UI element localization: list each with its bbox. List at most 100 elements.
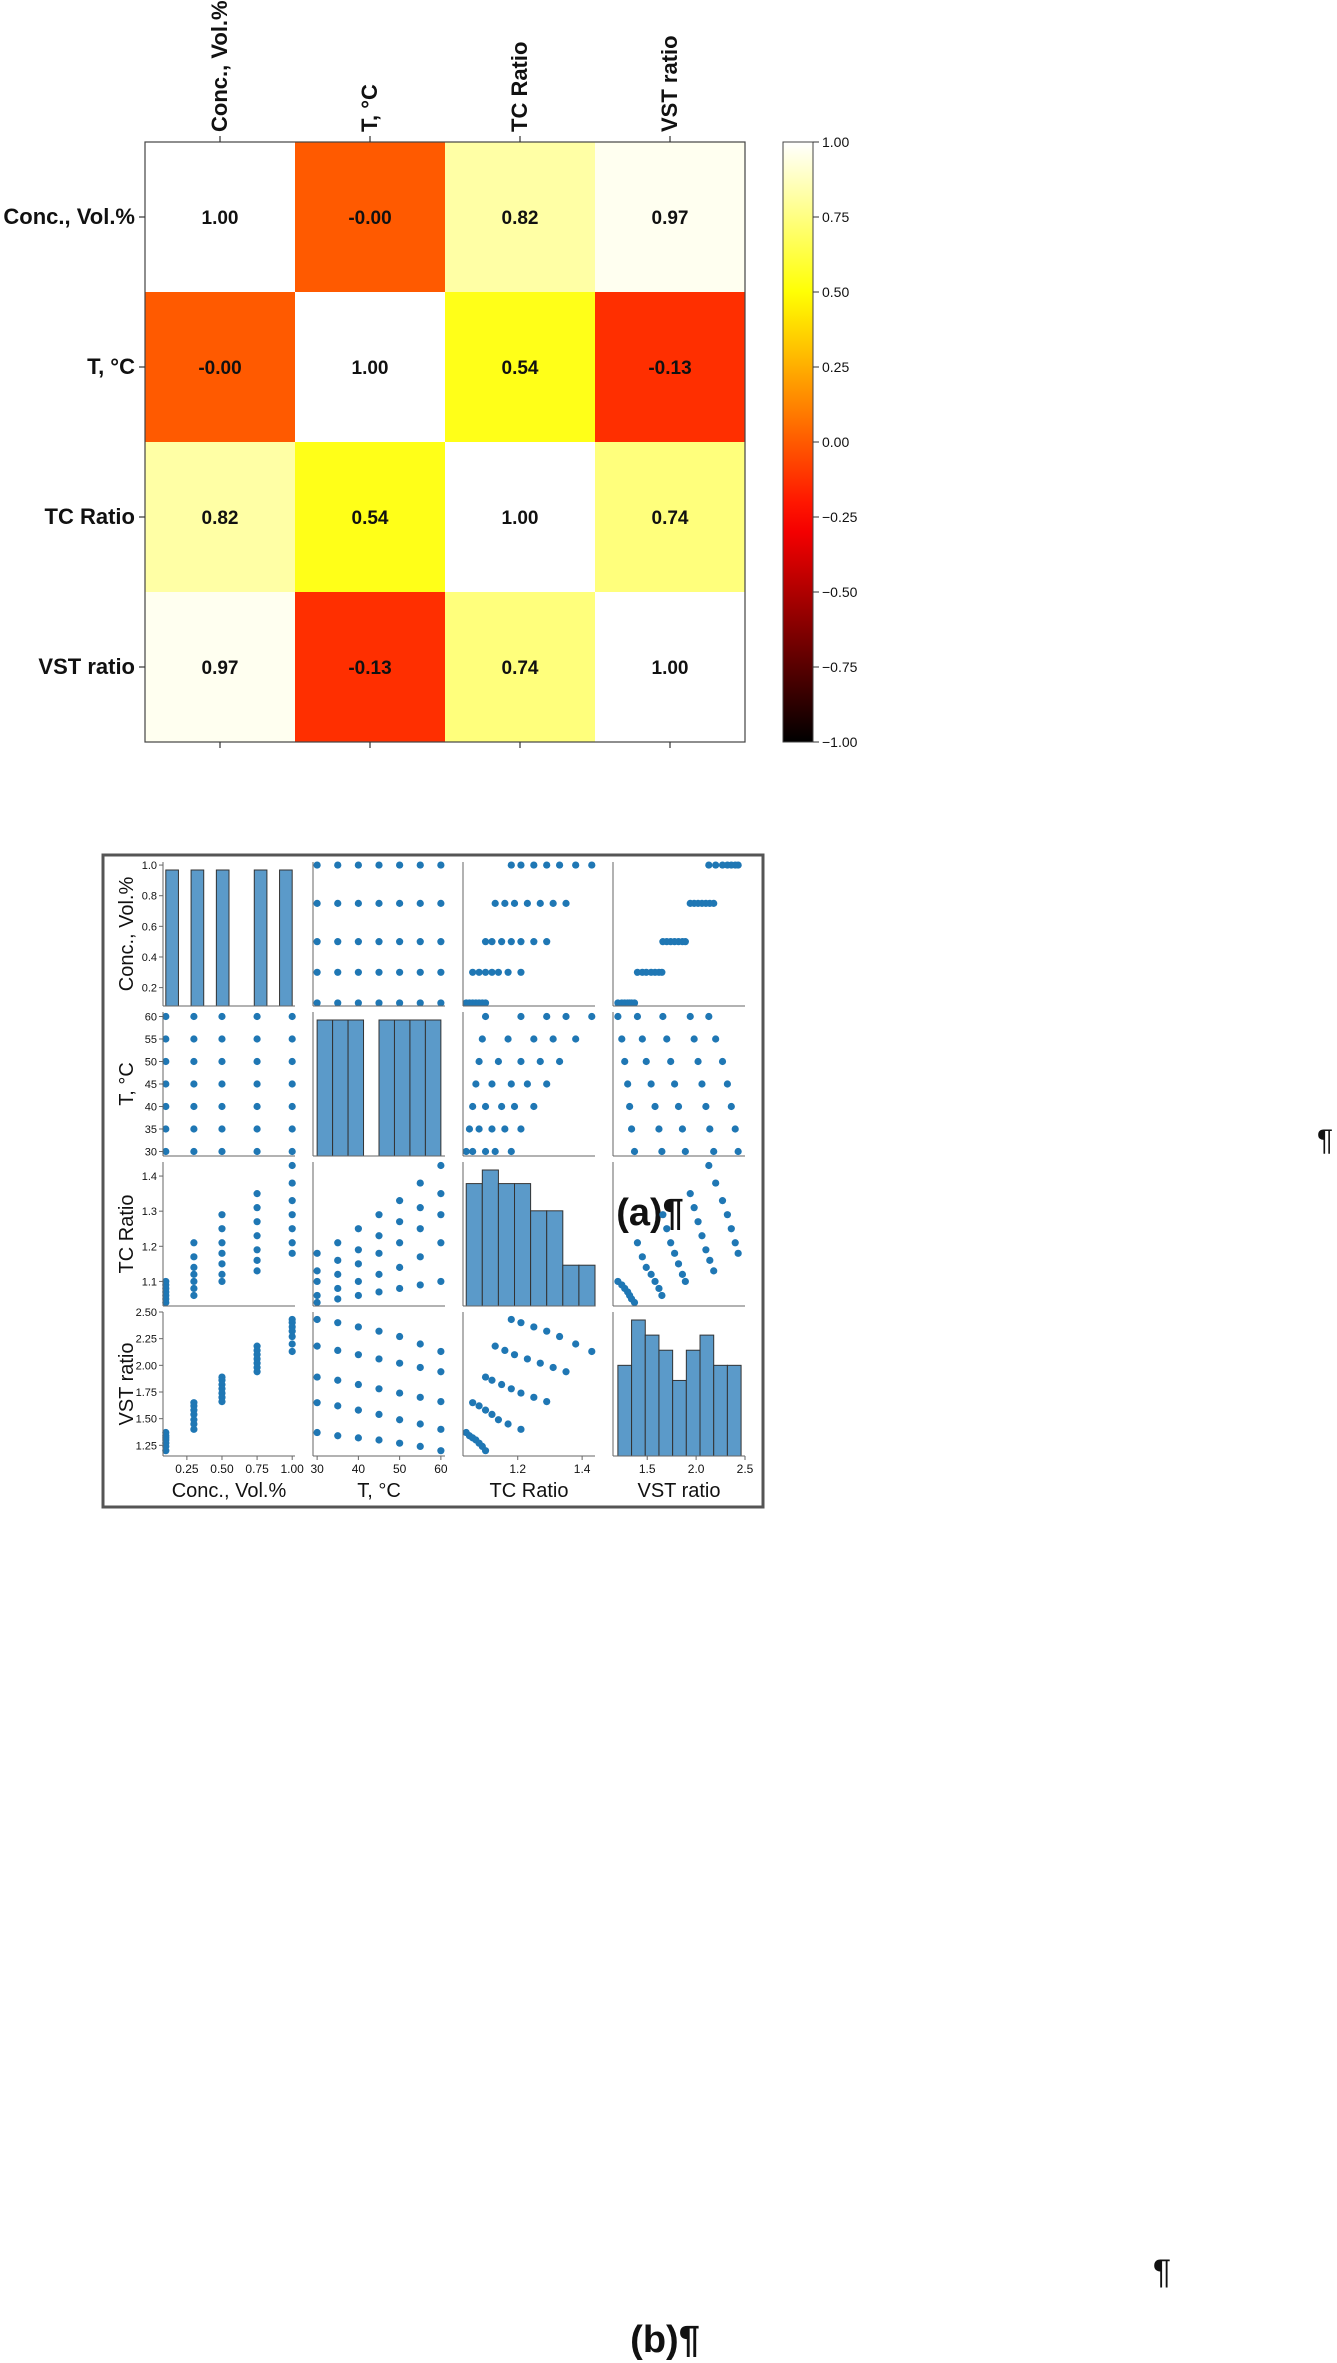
scatter-point <box>562 1368 570 1376</box>
scatter-point <box>494 1416 503 1424</box>
scatter-point <box>218 1239 226 1247</box>
pilcrow-b: ¶ <box>1153 2253 1171 2291</box>
x-axis-label-vst-ratio: VST ratio <box>638 1480 721 1502</box>
y-tick-label: 50 <box>145 1057 157 1069</box>
scatter-point <box>288 1012 296 1021</box>
scatter-point <box>396 1218 404 1226</box>
scatter-point <box>396 1416 404 1424</box>
scatter-point <box>334 1295 342 1303</box>
pairplot-panel-3-2 <box>462 1312 596 1457</box>
scatter-point <box>396 861 404 869</box>
scatter-point <box>375 999 383 1007</box>
scatter-point <box>437 1190 445 1198</box>
scatter-point <box>288 1125 296 1133</box>
scatter-point <box>253 1204 261 1212</box>
scatter-point <box>218 1057 226 1066</box>
scatter-point <box>288 1057 296 1066</box>
scatter-point <box>694 1057 702 1066</box>
scatter-point <box>710 1147 718 1156</box>
scatter-point <box>354 968 362 976</box>
scatter-point <box>462 1147 470 1156</box>
scatter-point <box>618 1035 626 1043</box>
y-tick-label: 1.1 <box>142 1276 157 1288</box>
scatter-point <box>437 1211 445 1219</box>
scatter-point <box>253 1368 261 1376</box>
histogram-bar <box>578 1264 596 1307</box>
scatter-point <box>647 1270 655 1278</box>
scatter-point <box>627 1125 636 1133</box>
scatter-point <box>437 1239 445 1247</box>
colorbar-tick-label: −0.50 <box>822 584 858 600</box>
heatmap-cell-value: 1.00 <box>652 658 689 679</box>
scatter-point <box>705 1161 713 1170</box>
scatter-point <box>334 861 342 869</box>
pairplot-panel-0-1 <box>312 861 445 1007</box>
scatter-point <box>416 938 424 946</box>
scatter-point <box>723 1211 732 1219</box>
heatmap-col-label-t-c: T, °C <box>357 84 382 132</box>
scatter-point <box>731 1239 739 1247</box>
scatter-point <box>510 899 519 907</box>
scatter-point <box>375 1436 383 1444</box>
scatter-point <box>416 1253 424 1261</box>
scatter-point <box>530 1035 538 1043</box>
scatter-point <box>475 1057 483 1066</box>
scatter-point <box>681 1277 689 1286</box>
x-tick-label: 1.00 <box>281 1462 305 1476</box>
scatter-point <box>288 1327 296 1335</box>
scatter-point <box>313 899 321 907</box>
scatter-point <box>655 1125 663 1133</box>
scatter-point <box>507 861 515 869</box>
scatter-point <box>396 1263 404 1271</box>
y-axis-label-t-c: T, °C <box>116 1062 138 1106</box>
scatter-point <box>190 1147 198 1156</box>
heatmap-cell-3-3 <box>595 592 745 742</box>
scatter-point <box>416 899 424 907</box>
heatmap-cell-value: -0.13 <box>648 358 691 379</box>
scatter-point <box>572 1035 580 1043</box>
histogram-bar <box>316 1019 334 1157</box>
scatter-point <box>375 1270 383 1278</box>
scatter-point <box>334 938 342 946</box>
y-tick-label: 1.50 <box>136 1414 157 1426</box>
scatter-point <box>517 1012 525 1021</box>
heatmap-cell-2-0 <box>145 442 295 592</box>
heatmap-cell-value: 0.97 <box>202 658 239 679</box>
heatmap-cell-0-1 <box>295 142 445 292</box>
colorbar-tick-label: −0.25 <box>822 509 858 525</box>
scatter-point <box>253 1232 261 1240</box>
heatmap-cell-value: 0.74 <box>652 508 689 529</box>
x-tick-label: 40 <box>352 1462 366 1476</box>
scatter-point <box>507 1147 515 1156</box>
scatter-point <box>218 1398 226 1406</box>
scatter-point <box>469 1147 477 1156</box>
scatter-point <box>651 1102 659 1111</box>
x-axis-label-tc-ratio: TC Ratio <box>490 1480 569 1502</box>
scatter-point <box>642 1263 650 1271</box>
pairplot-panel-3-3 <box>612 1312 745 1457</box>
scatter-point <box>354 1291 362 1300</box>
scatter-point <box>396 999 404 1007</box>
scatter-point <box>437 1161 445 1170</box>
scatter-point <box>718 861 727 869</box>
scatter-point <box>253 1057 261 1066</box>
y-tick-label: 1.0 <box>142 860 157 872</box>
histogram-bar <box>631 1319 646 1457</box>
scatter-point <box>190 1035 198 1043</box>
scatter-point <box>633 968 642 976</box>
scatter-point <box>190 1420 198 1428</box>
scatter-point <box>517 1389 525 1397</box>
scatter-point <box>190 1291 198 1300</box>
scatter-point <box>498 1380 506 1389</box>
figure-a-caption: (a)¶ <box>616 1192 684 1234</box>
scatter-point <box>416 1179 424 1187</box>
pairplot-panel-0-3 <box>612 861 745 1007</box>
y-tick-label: 55 <box>145 1034 157 1046</box>
scatter-point <box>396 1197 404 1205</box>
y-tick-label: 0.4 <box>142 952 157 964</box>
scatter-point <box>671 1249 679 1257</box>
scatter-point <box>416 1225 424 1233</box>
scatter-point <box>375 1288 383 1296</box>
scatter-point <box>253 1190 261 1198</box>
scatter-point <box>437 1398 445 1406</box>
